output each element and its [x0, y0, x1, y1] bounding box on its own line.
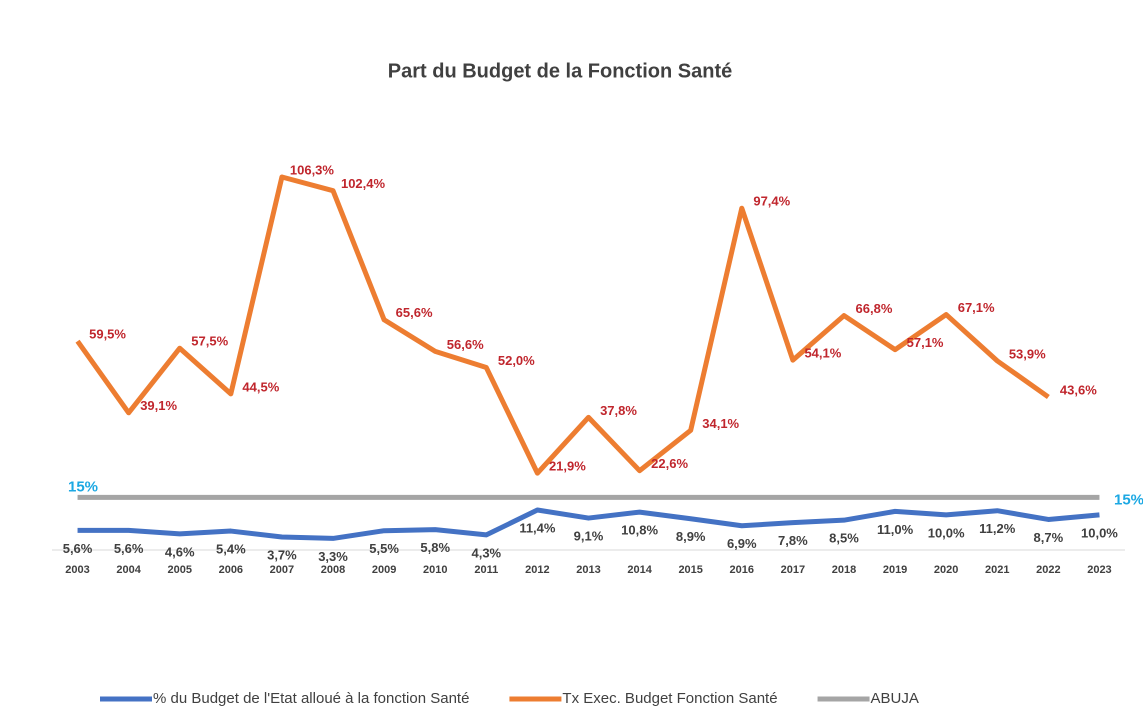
- legend-label: ABUJA: [871, 690, 919, 707]
- x-tick-label: 2011: [474, 564, 498, 576]
- data-label: 8,5%: [829, 531, 859, 546]
- data-label: 8,7%: [1034, 530, 1064, 545]
- x-tick-label: 2015: [678, 564, 702, 576]
- data-label: 5,6%: [114, 541, 144, 556]
- data-label: 97,4%: [753, 194, 790, 209]
- x-tick-label: 2003: [65, 564, 89, 576]
- x-tick-label: 2004: [116, 564, 141, 576]
- x-tick-label: 2014: [627, 564, 652, 576]
- data-label: 7,8%: [778, 533, 808, 548]
- x-tick-label: 2021: [985, 564, 1009, 576]
- data-label: 11,0%: [877, 522, 914, 537]
- x-tick-label: 2009: [372, 564, 396, 576]
- x-tick-label: 2013: [576, 564, 600, 576]
- data-label: 8,9%: [676, 529, 706, 544]
- x-tick-label: 2019: [883, 564, 907, 576]
- data-label: 9,1%: [574, 529, 604, 544]
- data-label: 57,5%: [191, 334, 228, 349]
- data-label: 34,1%: [702, 416, 739, 431]
- data-label: 5,6%: [63, 541, 93, 556]
- data-label: 10,0%: [1081, 525, 1118, 540]
- data-label: 56,6%: [447, 337, 484, 352]
- data-label: 10,0%: [928, 525, 965, 540]
- data-label: 3,3%: [318, 549, 348, 564]
- data-label: 10,8%: [621, 523, 658, 538]
- x-tick-label: 2018: [832, 564, 856, 576]
- x-tick-label: 2007: [270, 564, 294, 576]
- data-label: 67,1%: [958, 300, 995, 315]
- legend-label: Tx Exec. Budget Fonction Santé: [562, 690, 777, 707]
- chart-title: Part du Budget de la Fonction Santé: [388, 60, 732, 82]
- data-label: 44,5%: [242, 379, 279, 394]
- data-label: 39,1%: [140, 398, 177, 413]
- data-label: 66,8%: [856, 301, 893, 316]
- data-label: 57,1%: [907, 335, 944, 350]
- x-tick-label: 2006: [219, 564, 243, 576]
- data-label: 4,3%: [471, 545, 501, 560]
- x-tick-label: 2005: [167, 564, 191, 576]
- line-0: [77, 507, 1100, 541]
- data-label: 106,3%: [290, 162, 335, 177]
- data-label: 5,8%: [420, 540, 450, 555]
- data-label: 21,9%: [549, 459, 586, 474]
- x-tick-label: 2020: [934, 564, 958, 576]
- data-label: 22,6%: [651, 456, 688, 471]
- legend-label: % du Budget de l'Etat alloué à la foncti…: [153, 690, 469, 707]
- data-label: 52,0%: [498, 353, 535, 368]
- x-tick-label: 2010: [423, 564, 447, 576]
- line-label: 15%: [1114, 491, 1143, 508]
- data-label: 54,1%: [804, 346, 841, 361]
- line-1: [75, 174, 1050, 476]
- x-tick-label: 2008: [321, 564, 345, 576]
- x-tick-label: 2022: [1036, 564, 1060, 576]
- data-label: 5,4%: [216, 541, 246, 556]
- data-label: 43,6%: [1060, 382, 1097, 397]
- data-label: 11,4%: [519, 520, 556, 535]
- data-label: 3,7%: [267, 547, 297, 562]
- x-tick-label: 2012: [525, 564, 549, 576]
- x-tick-label: 2023: [1087, 564, 1111, 576]
- data-label: 11,2%: [979, 521, 1016, 536]
- data-label: 6,9%: [727, 536, 757, 551]
- line-label: 15%: [68, 478, 98, 495]
- data-label: 53,9%: [1009, 346, 1046, 361]
- data-label: 102,4%: [341, 176, 386, 191]
- data-label: 65,6%: [396, 305, 433, 320]
- data-label: 5,5%: [369, 541, 399, 556]
- x-tick-label: 2016: [730, 564, 754, 576]
- data-label: 37,8%: [600, 403, 637, 418]
- x-tick-label: 2017: [781, 564, 805, 576]
- data-label: 4,6%: [165, 544, 195, 559]
- data-label: 59,5%: [89, 327, 126, 342]
